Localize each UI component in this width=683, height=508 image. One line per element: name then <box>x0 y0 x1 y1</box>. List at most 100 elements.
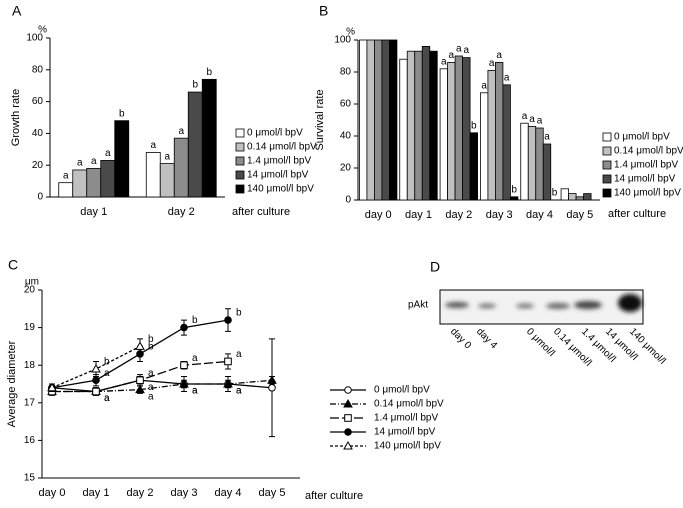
bar <box>469 132 478 201</box>
bar <box>520 122 529 201</box>
bar <box>527 126 537 201</box>
legend-marker <box>344 386 352 394</box>
y-tick-label: 0 <box>345 195 351 206</box>
significance-label: b <box>511 184 517 195</box>
panel-label: D <box>430 259 440 275</box>
bar <box>462 57 471 201</box>
marker <box>135 384 145 394</box>
marker <box>223 378 233 388</box>
significance-label: a <box>464 45 470 56</box>
chart: 0 20 40 60 80 100% Survival rate after culture d… <box>314 27 683 221</box>
bar <box>159 163 175 198</box>
y-tick-label: 17 <box>24 397 36 408</box>
significance-label: b <box>192 80 198 91</box>
y-tick-label: 80 <box>32 64 44 75</box>
y-tick-label: 20 <box>32 160 44 171</box>
legend-label: 1.4 μmol/l bpV <box>614 160 678 171</box>
y-tick-label: 15 <box>24 473 36 484</box>
y-axis-title: Average diameter <box>6 340 18 427</box>
y-axis-title: Growth rate <box>10 89 22 146</box>
significance-label: a <box>544 132 550 143</box>
x-tick-label: day 2 <box>445 209 472 221</box>
band <box>546 303 570 309</box>
bar <box>510 196 519 201</box>
significance-label: a <box>148 391 154 402</box>
significance-label: b <box>236 308 242 319</box>
legend-label: 1.4 μmol/l bpV <box>374 413 438 424</box>
x-tick-label: day 1 <box>405 209 432 221</box>
bar <box>454 55 463 201</box>
y-tick-label: 18 <box>24 360 36 371</box>
lane-label: day 4 <box>474 326 499 351</box>
significance-label: b <box>206 67 212 78</box>
y-tick-label: 100 <box>26 33 43 44</box>
bar <box>439 68 448 201</box>
panel-label: A <box>12 3 22 19</box>
legend-label: 0.14 μmol/l bpV <box>247 142 317 153</box>
bar <box>480 92 489 201</box>
y-tick-label: 100 <box>334 35 351 46</box>
significance-label: a <box>537 116 543 127</box>
legend-marker <box>344 428 352 436</box>
significance-label: b <box>471 120 477 131</box>
y-tick-label: 20 <box>24 285 36 296</box>
legend-swatch <box>602 160 612 170</box>
legend-label: 1.4 μmol/l bpV <box>247 156 311 167</box>
significance-label: a <box>148 382 154 393</box>
x-tick-label: day 1 <box>80 206 107 218</box>
significance-label: a <box>105 148 111 159</box>
bar <box>583 193 592 201</box>
legend-swatch <box>602 132 612 142</box>
significance-label: a <box>504 72 510 83</box>
bar <box>100 160 116 198</box>
significance-label: a <box>148 368 154 379</box>
significance-label: a <box>150 140 156 151</box>
bar <box>421 46 431 201</box>
y-tick-label: 19 <box>24 322 36 333</box>
bar <box>399 58 408 201</box>
significance-label: a <box>77 158 83 169</box>
marker <box>92 387 100 396</box>
y-unit: μm <box>25 277 39 288</box>
bar <box>359 39 368 201</box>
bar <box>374 39 383 201</box>
marker <box>179 378 189 388</box>
bar <box>366 39 375 201</box>
x-tick-label: day 4 <box>215 487 242 499</box>
significance-label: a <box>496 50 502 61</box>
legend-swatch <box>235 184 245 194</box>
significance-label: a <box>236 349 242 360</box>
significance-label: b <box>148 334 154 345</box>
x-axis-title: after culture <box>305 490 363 502</box>
band <box>574 301 602 309</box>
band <box>516 303 534 309</box>
x-tick-label: day 2 <box>168 206 195 218</box>
bar <box>381 39 390 201</box>
legend-swatch <box>602 146 612 156</box>
legend-label: 0.14 μmol/l bpV <box>614 146 683 157</box>
legend-marker <box>343 398 353 408</box>
bar <box>495 62 504 201</box>
marker <box>180 323 188 332</box>
y-tick-label: 60 <box>32 96 44 107</box>
x-tick-label: day 2 <box>127 487 154 499</box>
legend-label: 0 μmol/l bpV <box>374 385 430 396</box>
bar <box>406 50 416 201</box>
blot: pAkt <box>408 289 644 325</box>
significance-label: b <box>119 108 125 119</box>
blot-row-label: pAkt <box>408 300 428 311</box>
legend-label: 0.14 μmol/l bpV <box>374 399 444 410</box>
panel-label: C <box>8 257 18 273</box>
y-unit: % <box>346 27 355 38</box>
x-tick-label: day 5 <box>566 209 593 221</box>
significance-label: a <box>192 353 198 364</box>
significance-label: a <box>91 156 97 167</box>
bar <box>58 182 74 198</box>
band <box>445 302 469 308</box>
bar <box>389 39 398 201</box>
legend-marker <box>343 440 353 450</box>
x-tick-label: day 0 <box>365 209 392 221</box>
marker <box>267 375 277 384</box>
marker <box>47 382 57 392</box>
